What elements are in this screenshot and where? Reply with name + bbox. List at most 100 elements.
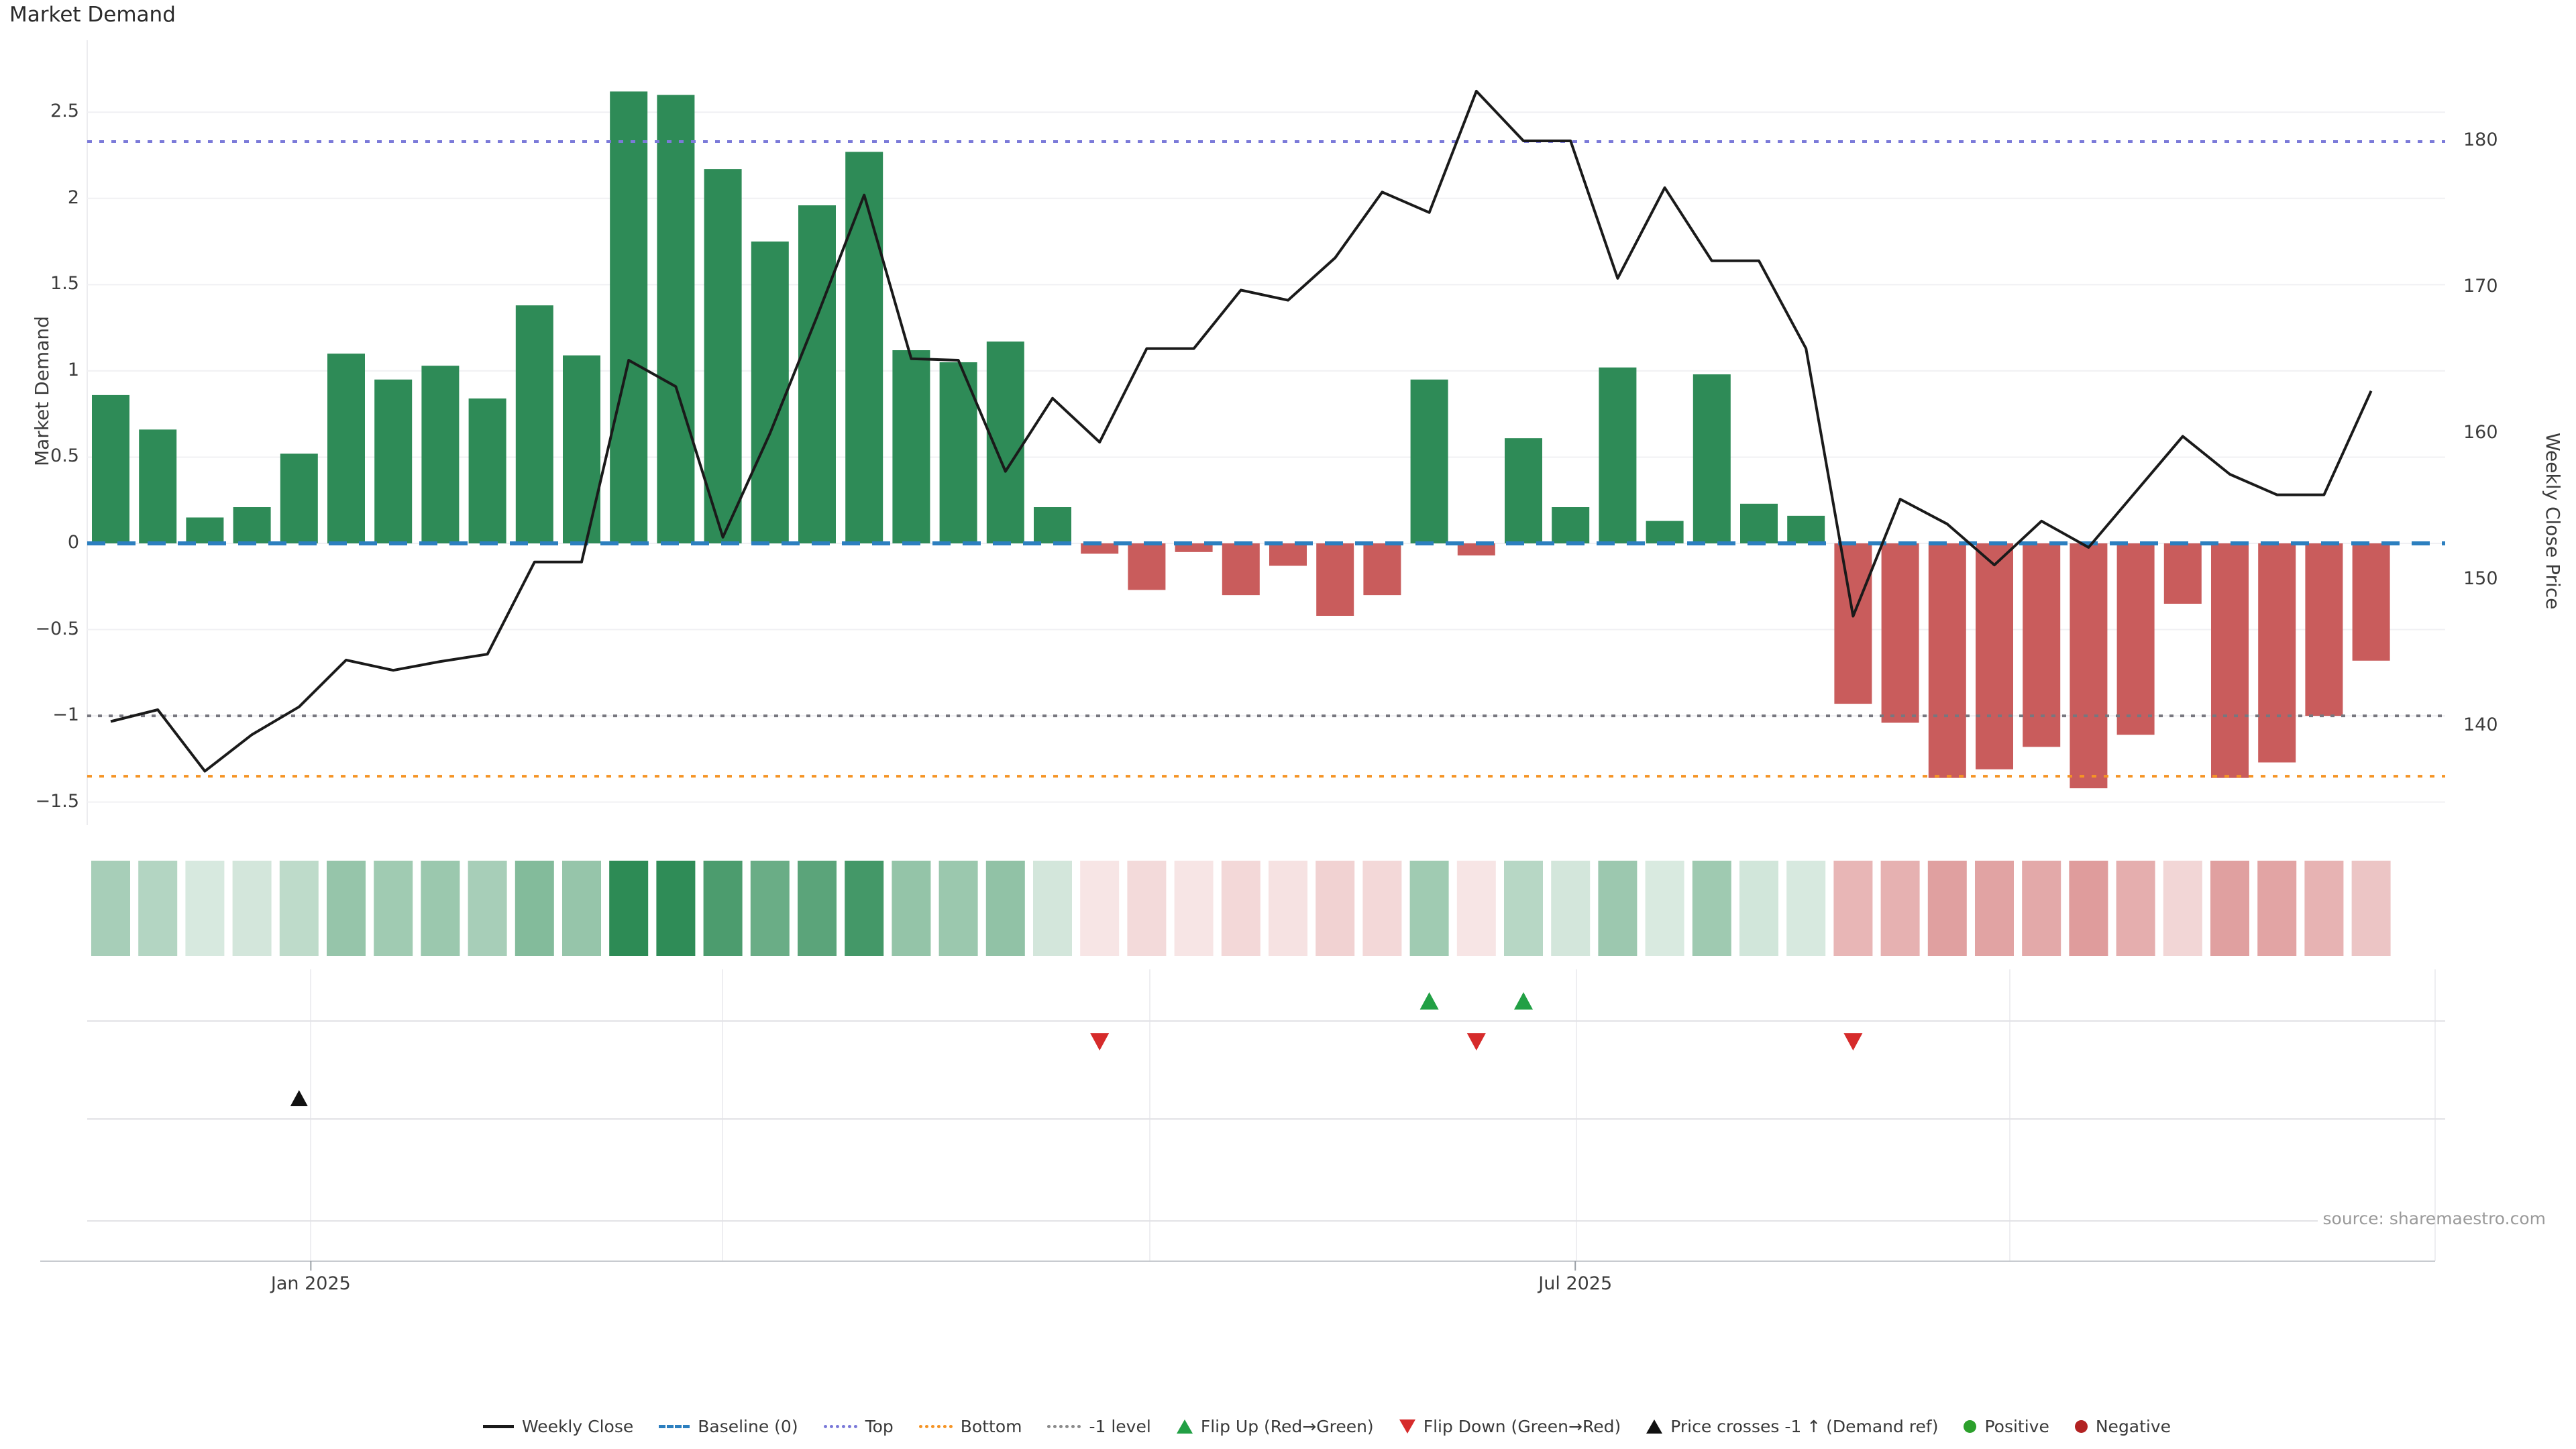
heatmap-cell (2351, 861, 2391, 956)
left-axis-tick-label: −0.5 (35, 618, 79, 639)
demand-bar (1410, 379, 1448, 543)
demand-bar (92, 394, 129, 543)
demand-bar (2258, 543, 2296, 763)
heatmap-cell (2210, 861, 2249, 956)
right-axis-tick-label: 160 (2463, 422, 2498, 443)
legend-item-baseline[interactable]: Baseline (0) (659, 1417, 798, 1436)
triangle-up-icon (1646, 1419, 1663, 1434)
demand-bar (1128, 543, 1166, 590)
demand-bar (1693, 374, 1731, 543)
dashed-line-swatch-icon (659, 1424, 690, 1428)
legend-item-label: -1 level (1089, 1416, 1151, 1436)
heatmap-cell (1174, 861, 1214, 956)
heatmap-cell (468, 861, 507, 956)
heatmap-cell (1221, 861, 1260, 956)
legend-item-label: Top (865, 1416, 894, 1436)
demand-bar (892, 350, 930, 543)
heatmap-cell (938, 861, 978, 956)
demand-bar (186, 517, 224, 543)
heatmap-cell (1127, 861, 1167, 956)
demand-bar (1599, 367, 1637, 543)
heatmap-cell (374, 861, 413, 956)
demand-bar (1457, 543, 1495, 555)
heatmap-cell (1316, 861, 1355, 956)
page-title: Market Demand (9, 3, 176, 27)
legend-item-negative[interactable]: Negative (2074, 1416, 2171, 1436)
heatmap-cell (185, 861, 225, 956)
legend-item-price-cross[interactable]: Price crosses -1 ↑ (Demand ref) (1646, 1417, 1938, 1436)
heatmap-cell (750, 861, 790, 956)
legend-item-label: Flip Up (Red→Green) (1200, 1416, 1374, 1436)
heatmap-cell (562, 861, 601, 956)
heatmap-cell (2257, 861, 2297, 956)
right-axis-tick-label: 170 (2463, 276, 2498, 297)
heatmap-cell (609, 861, 649, 956)
legend-item-label: Price crosses -1 ↑ (Demand ref) (1670, 1416, 1939, 1436)
demand-bar (2023, 543, 2061, 747)
demand-bar (751, 241, 789, 543)
right-axis-tick-label: 150 (2463, 568, 2498, 589)
demand-bar (610, 91, 648, 543)
legend-item-minus-1-level[interactable]: -1 level (1047, 1416, 1151, 1436)
heatmap-cell (2116, 861, 2155, 956)
heatmap-cell (1456, 861, 1496, 956)
demand-bar (1316, 543, 1354, 616)
legend-item-flip-up[interactable]: Flip Up (Red→Green) (1176, 1416, 1374, 1436)
legend-item-positive[interactable]: Positive (1964, 1417, 2049, 1436)
heatmap-cell (1362, 861, 1402, 956)
legend-item-flip-down[interactable]: Flip Down (Green→Red) (1399, 1417, 1621, 1436)
source-note: source: sharemaestro.com (2322, 1209, 2546, 1228)
left-axis-tick-label: −1.5 (35, 790, 79, 812)
circle-swatch-icon (1964, 1419, 1977, 1433)
weekly-close-line (110, 89, 2373, 773)
demand-bar (1881, 543, 1919, 723)
left-axis-tick-label: 1.5 (50, 273, 79, 294)
demand-bar (2211, 543, 2249, 778)
left-axis-tick-label: 1 (67, 359, 79, 380)
triangle-up-icon (1176, 1419, 1193, 1434)
legend-item-label: Negative (2095, 1416, 2171, 1436)
demand-bar (1976, 543, 2013, 769)
left-axis-tick-label: 2.5 (50, 101, 79, 122)
heatmap-cell (1692, 861, 1731, 956)
heatmap-cell (279, 861, 319, 956)
demand-bar (1740, 503, 1778, 543)
legend-item-label: Weekly Close (521, 1416, 634, 1436)
left-axis-tick-label: −1 (52, 704, 79, 726)
demand-bar (515, 305, 553, 543)
flip-down-marker (1843, 1033, 1863, 1051)
demand-bar (1363, 543, 1401, 596)
demand-bar (657, 95, 695, 544)
left-axis-tick-label: 2 (67, 186, 79, 208)
heatmap-cell (232, 861, 272, 956)
left-axis-tick-label: 0 (67, 532, 79, 553)
legend-item-label: Positive (1984, 1416, 2049, 1436)
demand-bar (1552, 507, 1590, 543)
right-axis-tick-label: 140 (2463, 714, 2498, 735)
heatmap-cell (138, 861, 178, 956)
heatmap-cell (327, 861, 366, 956)
demand-bar (374, 379, 413, 543)
demand-bar (421, 366, 460, 543)
dotted-line-swatch-icon (1047, 1424, 1081, 1428)
demand-bar (1646, 521, 1684, 543)
x-axis-tick-label: Jan 2025 (270, 1273, 351, 1294)
heatmap-cell (1880, 861, 1920, 956)
heatmap-cell (515, 861, 554, 956)
demand-bar (2163, 543, 2202, 604)
dotted-line-swatch-icon (918, 1424, 953, 1428)
demand-bar (1175, 543, 1213, 552)
heatmap-cell (1080, 861, 1120, 956)
heatmap-cell (1598, 861, 1638, 956)
demand-bar (1505, 438, 1542, 543)
legend-item-weekly-close[interactable]: Weekly Close (482, 1416, 634, 1436)
flip-up-marker (1419, 992, 1439, 1010)
heatmap-cell (703, 861, 743, 956)
demand-bar (798, 205, 836, 543)
demand-bar (1787, 515, 1825, 543)
heatmap-cell (2022, 861, 2061, 956)
legend-item-top[interactable]: Top (823, 1416, 894, 1436)
legend-item-bottom[interactable]: Bottom (918, 1417, 1022, 1436)
heatmap-cell (892, 861, 931, 956)
